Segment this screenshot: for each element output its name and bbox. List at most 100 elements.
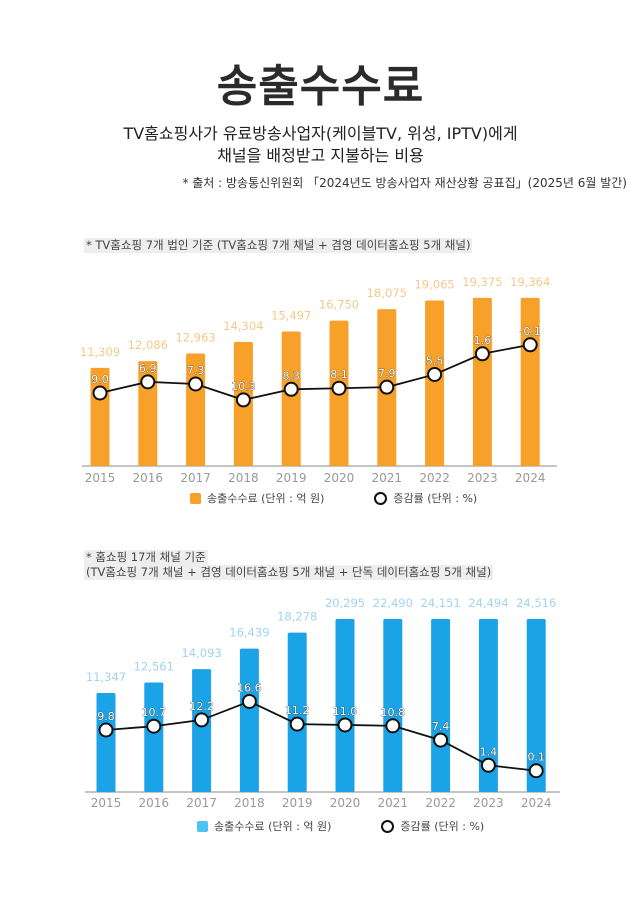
bar-value-label: 12,963 xyxy=(175,330,215,344)
x-tick-label: 2023 xyxy=(467,471,498,485)
growth-rate-label: 5.5 xyxy=(426,354,444,367)
growth-rate-label: 6.9 xyxy=(139,362,157,375)
x-tick-label: 2022 xyxy=(425,796,456,810)
growth-rate-point xyxy=(241,693,257,709)
growth-rate-label: 7.3 xyxy=(187,364,205,377)
bar xyxy=(526,619,546,792)
x-tick-label: 2023 xyxy=(473,796,504,810)
growth-rate-point xyxy=(385,718,401,734)
x-tick-label: 2021 xyxy=(378,796,409,810)
x-tick-label: 2018 xyxy=(228,471,259,485)
x-tick-label: 2016 xyxy=(139,796,170,810)
bar-value-label: 11,309 xyxy=(80,345,120,359)
bar xyxy=(144,682,164,792)
growth-rate-point xyxy=(528,763,544,779)
x-tick-label: 2018 xyxy=(234,796,265,810)
x-tick-label: 2020 xyxy=(330,796,361,810)
bar-value-label: 24,151 xyxy=(420,596,460,610)
legend-line-label: 증감률 (단위 : %) xyxy=(393,492,478,505)
x-tick-label: 2015 xyxy=(91,796,122,810)
growth-rate-point xyxy=(194,712,210,728)
growth-rate-label: 10.7 xyxy=(142,706,167,719)
bar-value-label: 16,439 xyxy=(229,626,269,640)
x-tick-label: 2015 xyxy=(85,471,116,485)
growth-rate-label: 8.1 xyxy=(330,368,348,381)
growth-rate-point xyxy=(480,757,496,773)
bar xyxy=(335,619,355,792)
bar-value-label: 18,278 xyxy=(277,610,317,624)
bar-value-label: 19,364 xyxy=(510,275,550,289)
growth-rate-point xyxy=(433,732,449,748)
bar xyxy=(239,648,259,792)
growth-rate-line xyxy=(99,343,531,401)
bar-value-label: 12,561 xyxy=(134,659,174,673)
bar-value-label: 24,494 xyxy=(468,596,508,610)
legend-line-marker xyxy=(374,491,388,505)
legend-bar-swatch xyxy=(190,492,201,504)
bar-value-label: 14,093 xyxy=(181,646,221,660)
growth-rate-point xyxy=(146,718,162,734)
growth-rate-label: 1.6 xyxy=(474,334,492,347)
bar xyxy=(472,297,492,466)
growth-rate-label: 7.4 xyxy=(432,720,450,733)
bar xyxy=(96,693,116,792)
growth-rate-point xyxy=(235,392,251,408)
bar xyxy=(425,300,445,466)
legend-bar-label: 송출수수료 (단위 : 억 원) xyxy=(214,820,332,833)
bar-value-label: 12,086 xyxy=(128,338,168,352)
growth-rate-point xyxy=(337,717,353,733)
bar-value-label: 19,065 xyxy=(414,278,454,292)
growth-rate-point xyxy=(379,379,395,395)
growth-rate-point xyxy=(331,380,347,396)
legend-line-marker xyxy=(381,819,395,833)
bar xyxy=(431,619,451,792)
growth-rate-point xyxy=(289,716,305,732)
growth-rate-line xyxy=(105,700,537,772)
growth-rate-label: 11.0 xyxy=(333,705,358,718)
x-tick-label: 2020 xyxy=(324,471,355,485)
x-tick-label: 2019 xyxy=(282,796,313,810)
chart1-note: * TV홈쇼핑 7개 법인 기준 (TV홈쇼핑 7개 채널 + 겸영 데이터홈쇼… xyxy=(84,238,473,253)
x-tick-label: 2024 xyxy=(515,471,546,485)
bar-value-label: 22,490 xyxy=(373,596,413,610)
bar xyxy=(287,632,307,792)
bar-value-label: 14,304 xyxy=(223,319,263,333)
x-tick-label: 2024 xyxy=(521,796,552,810)
subtitle-line-1: TV홈쇼핑사가 유료방송사업자(케이블TV, 위성, IPTV)에게 xyxy=(123,124,518,143)
growth-rate-label: 11.2 xyxy=(285,704,310,717)
growth-rate-point xyxy=(98,722,114,738)
growth-rate-label: 1.4 xyxy=(480,745,498,758)
growth-rate-label: 10.3 xyxy=(231,380,256,393)
bar-value-label: 20,295 xyxy=(325,596,365,610)
bar xyxy=(520,297,540,466)
growth-rate-point xyxy=(522,337,538,353)
growth-rate-label: -0.1 xyxy=(519,325,540,338)
growth-rate-point xyxy=(474,346,490,362)
growth-rate-label: 0.1 xyxy=(527,751,545,764)
subtitle-line-2: 채널을 배정받고 지불하는 비용 xyxy=(217,146,424,165)
x-tick-label: 2019 xyxy=(276,471,307,485)
chart2-note-2: (TV홈쇼핑 7개 채널 + 겸영 데이터홈쇼핑 5개 채널 + 단독 데이터홈… xyxy=(84,565,494,580)
growth-rate-point xyxy=(140,374,156,390)
x-tick-label: 2022 xyxy=(419,471,450,485)
bar-value-label: 15,497 xyxy=(271,308,311,322)
x-tick-label: 2021 xyxy=(372,471,403,485)
bar-value-label: 18,075 xyxy=(367,286,407,300)
growth-rate-point xyxy=(427,366,443,382)
page-title: 송출수수료 xyxy=(216,61,425,112)
bar xyxy=(281,331,301,466)
growth-rate-point xyxy=(283,381,299,397)
growth-rate-label: 8.3 xyxy=(282,369,300,382)
bar-value-label: 19,375 xyxy=(462,275,502,289)
chart2-note: * 홈쇼핑 17개 채널 기준 xyxy=(84,550,208,565)
legend-bar-swatch xyxy=(197,820,208,832)
x-tick-label: 2017 xyxy=(180,471,211,485)
growth-rate-point xyxy=(188,376,204,392)
bar xyxy=(478,619,498,792)
x-tick-label: 2016 xyxy=(133,471,164,485)
growth-rate-point xyxy=(92,385,108,401)
chart1-legend: 송출수수료 (단위 : 억 원) 증감률 (단위 : %) xyxy=(190,490,477,506)
bar xyxy=(383,619,403,792)
growth-rate-label: 9.8 xyxy=(97,710,115,723)
